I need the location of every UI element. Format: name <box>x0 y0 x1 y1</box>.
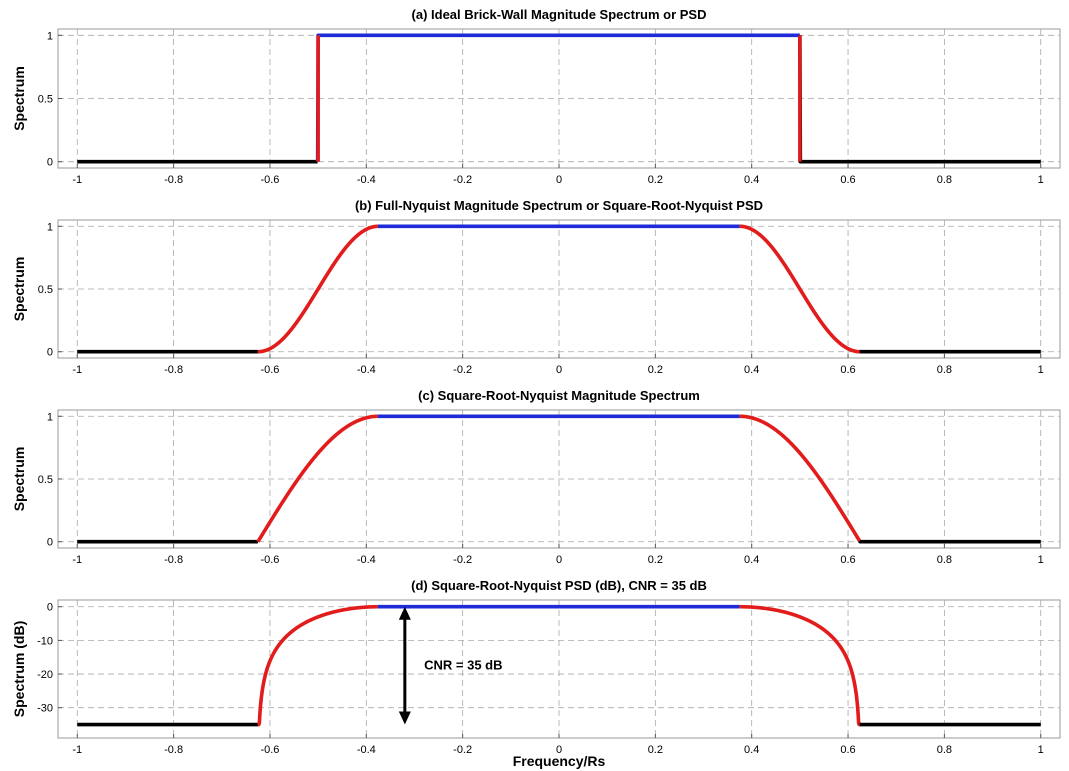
x-tick-label: -0.6 <box>260 364 279 376</box>
transition-segment <box>738 224 861 354</box>
x-tick-label: 0.4 <box>744 174 759 186</box>
subplot-title: (a) Ideal Brick-Wall Magnitude Spectrum … <box>412 7 707 22</box>
y-tick-label: 0 <box>47 157 53 169</box>
x-tick-label: 0.8 <box>937 174 952 186</box>
subplot-title: (d) Square-Root-Nyquist PSD (dB), CNR = … <box>411 578 707 593</box>
x-tick-label: 0.6 <box>840 554 855 566</box>
x-tick-label: 0.6 <box>840 174 855 186</box>
x-tick-label: 0.4 <box>744 744 759 756</box>
y-tick-label: 1 <box>47 411 53 423</box>
x-tick-label: -1 <box>72 364 82 376</box>
x-tick-label: -0.6 <box>260 174 279 186</box>
subplot-a: -1 -0.8 -0.6 -0.4 -0.2 0 0.2 0.4 0.6 0.8 1 0 0.5 1 (a)… <box>11 7 1061 186</box>
x-tick-label: 0.4 <box>744 554 759 566</box>
y-tick-label: 0 <box>47 537 53 549</box>
x-tick-label: -1 <box>72 744 82 756</box>
x-tick-label: -0.8 <box>164 174 183 186</box>
subplot-title: (c) Square-Root-Nyquist Magnitude Spectr… <box>418 388 700 403</box>
subplot-b: -1 -0.8 -0.6 -0.4 -0.2 0 0.2 0.4 0.6 0.8 1 0 0.5 1 (b)… <box>11 198 1061 376</box>
x-tick-label: 1 <box>1038 744 1044 756</box>
transition-segment <box>256 224 380 354</box>
y-axis-label: Spectrum (dB) <box>11 621 27 717</box>
x-tick-label: 1 <box>1038 174 1044 186</box>
x-tick-label: -1 <box>72 554 82 566</box>
cnr-annotation: CNR = 35 dB <box>424 658 502 673</box>
subplot-c: -1 -0.8 -0.6 -0.4 -0.2 0 0.2 0.4 0.6 0.8 1 0 0.5 1 (c)… <box>11 388 1061 566</box>
x-tick-label: -0.4 <box>357 174 376 186</box>
x-tick-label: 0 <box>556 364 562 376</box>
x-tick-label: 0 <box>556 554 562 566</box>
x-tick-label: 0.2 <box>648 364 663 376</box>
transition-segment <box>256 604 380 727</box>
y-tick-label: 0.5 <box>38 474 53 486</box>
x-tick-label: -0.2 <box>453 174 472 186</box>
y-axis-label: Spectrum <box>11 66 27 131</box>
transition-segment <box>256 414 380 543</box>
y-axis-label: Spectrum <box>11 257 27 322</box>
x-tick-label: 0.8 <box>937 554 952 566</box>
y-tick-label: -10 <box>37 635 53 647</box>
x-tick-label: 0 <box>556 744 562 756</box>
x-tick-label: -0.4 <box>357 554 376 566</box>
transition-segment <box>738 604 861 727</box>
x-tick-label: -0.8 <box>164 364 183 376</box>
x-tick-label: -0.8 <box>164 744 183 756</box>
y-axis-label: Spectrum <box>11 447 27 512</box>
y-tick-label: 1 <box>47 221 53 233</box>
x-tick-label: -0.2 <box>453 364 472 376</box>
cnr-arrow-head-up <box>398 606 411 620</box>
stopband-segment <box>798 35 1043 164</box>
cnr-arrow-head-down <box>398 711 411 725</box>
passband-segment <box>315 33 802 162</box>
x-tick-label: 0.2 <box>648 174 663 186</box>
x-tick-label: 0.8 <box>937 364 952 376</box>
x-tick-label: 1 <box>1038 554 1044 566</box>
x-tick-label: -0.8 <box>164 554 183 566</box>
y-tick-label: -20 <box>37 669 53 681</box>
x-tick-label: -0.6 <box>260 554 279 566</box>
x-tick-label: -0.6 <box>260 744 279 756</box>
y-tick-label: 0.5 <box>38 284 53 296</box>
x-tick-label: -0.2 <box>453 744 472 756</box>
x-tick-label: 0.6 <box>840 364 855 376</box>
x-tick-label: -0.4 <box>357 744 376 756</box>
x-tick-label: 1 <box>1038 364 1044 376</box>
subplot-d: -1 -0.8 -0.6 -0.4 -0.2 0 0.2 0.4 0.6 0.8 1 -30 -20 -1… <box>11 578 1061 756</box>
y-tick-label: 0.5 <box>38 94 53 106</box>
x-tick-label: -0.2 <box>453 554 472 566</box>
x-tick-label: 0.8 <box>937 744 952 756</box>
subplot-title: (b) Full-Nyquist Magnitude Spectrum or S… <box>355 198 763 213</box>
x-tick-label: -1 <box>72 174 82 186</box>
x-tick-label: 0.2 <box>648 554 663 566</box>
y-tick-label: 1 <box>47 30 53 42</box>
stopband-segment <box>858 539 1043 544</box>
x-tick-label: -0.4 <box>357 364 376 376</box>
x-axis-label: Frequency/Rs <box>513 753 606 769</box>
x-tick-label: 0.6 <box>840 744 855 756</box>
x-tick-label: 0.2 <box>648 744 663 756</box>
x-tick-label: 0 <box>556 174 562 186</box>
y-tick-label: 0 <box>47 602 53 614</box>
y-tick-label: 0 <box>47 347 53 359</box>
x-tick-label: 0.4 <box>744 364 759 376</box>
y-tick-label: -30 <box>37 703 53 715</box>
transition-segment <box>738 414 862 542</box>
